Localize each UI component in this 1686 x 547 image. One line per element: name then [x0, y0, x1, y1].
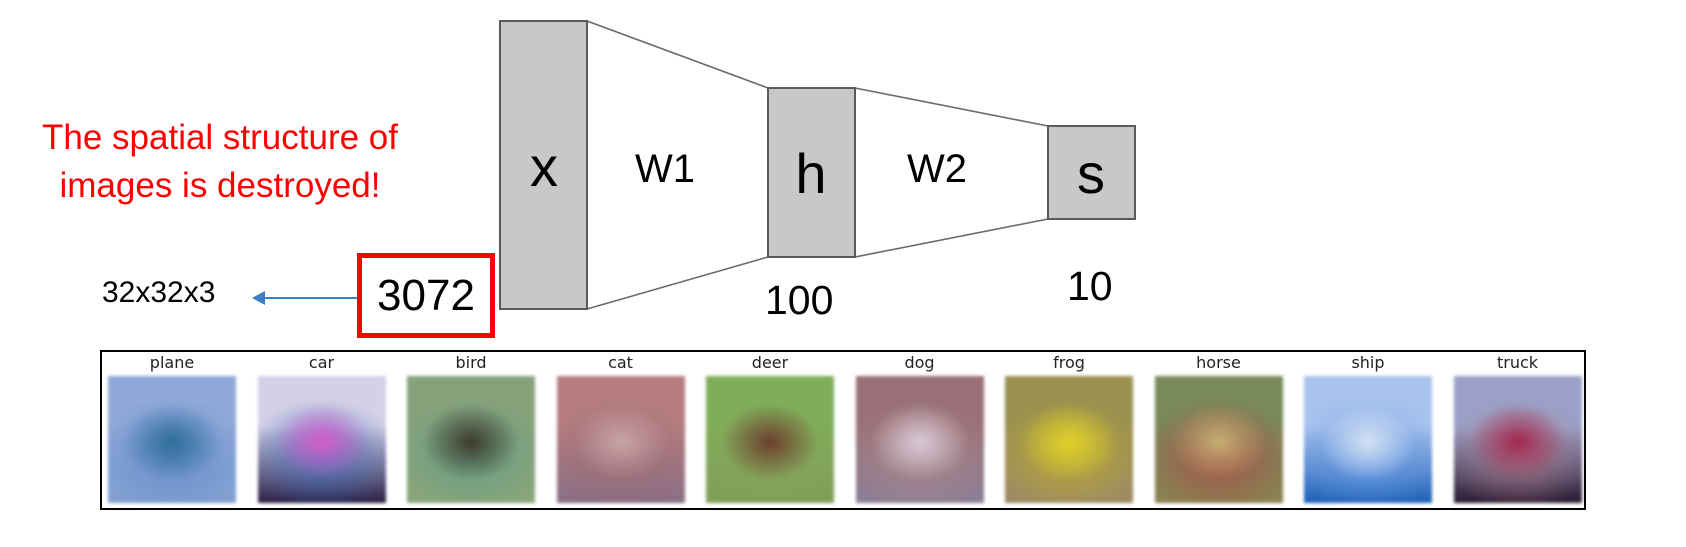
template-image [407, 376, 535, 503]
template-cat: cat [556, 352, 685, 503]
edge-h-s-top [854, 87, 1049, 127]
template-label: deer [751, 353, 789, 372]
hidden-size-value: 100 [765, 277, 834, 323]
layer-x-box [499, 20, 588, 310]
edge-x-h-top [586, 20, 769, 89]
template-dog: dog [855, 352, 984, 503]
template-image [108, 376, 236, 503]
template-label: cat [608, 353, 633, 372]
template-ship: ship [1304, 352, 1432, 503]
layer-s-box [1047, 125, 1136, 220]
template-label: frog [1053, 353, 1085, 372]
template-label: plane [149, 353, 195, 372]
template-image [1005, 376, 1133, 503]
reshape-arrow [254, 297, 358, 299]
template-image [1304, 376, 1432, 503]
layer-h-label: h [795, 142, 826, 205]
template-deer: deer [706, 352, 834, 503]
input-size-value: 3072 [377, 271, 475, 320]
template-image [257, 376, 386, 503]
layer-w1-label: W1 [635, 147, 695, 191]
layer-h-box [767, 87, 856, 258]
template-car: car [257, 352, 386, 503]
template-bird: bird [407, 352, 535, 503]
template-label: car [308, 353, 335, 372]
template-image [855, 376, 984, 503]
note-line-1: The spatial structure of [42, 118, 398, 157]
template-image [1453, 376, 1582, 503]
reshape-arrow-head [252, 291, 265, 305]
template-label: truck [1496, 353, 1539, 372]
edge-h-s-bottom [854, 218, 1049, 258]
layer-w2-label: W2 [907, 147, 967, 191]
input-size-highlight: 3072 [357, 253, 495, 338]
template-label: ship [1351, 353, 1385, 372]
spatial-structure-note: The spatial structure of images is destr… [0, 114, 440, 210]
template-truck: truck [1453, 352, 1582, 503]
class-templates-strip: plane car bird cat deer dog frog horse ship truck [100, 350, 1586, 510]
template-label: horse [1196, 353, 1241, 372]
template-plane: plane [108, 352, 236, 503]
edge-x-h-bottom [586, 256, 769, 310]
template-horse: horse [1154, 352, 1283, 503]
template-image [1154, 376, 1283, 503]
layer-s-label: s [1077, 142, 1105, 205]
template-label: bird [455, 353, 487, 372]
template-label: dog [904, 353, 935, 372]
output-size-value: 10 [1067, 263, 1113, 309]
template-frog: frog [1005, 352, 1133, 503]
template-image [706, 376, 834, 503]
template-image [556, 376, 685, 503]
input-dimensions-label: 32x32x3 [102, 276, 216, 309]
layer-x-label: x [530, 135, 558, 198]
note-line-2: images is destroyed! [59, 166, 381, 205]
